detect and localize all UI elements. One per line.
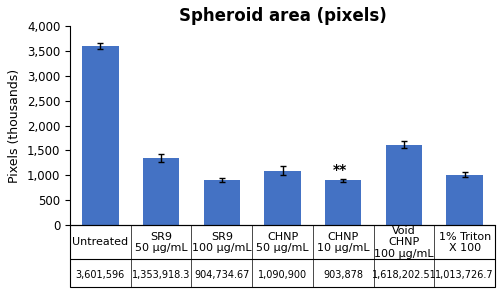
Bar [264, 171, 300, 225]
Title: Spheroid area (pixels): Spheroid area (pixels) [178, 7, 386, 25]
Text: **: ** [333, 163, 347, 177]
Y-axis label: Pixels (thousands): Pixels (thousands) [8, 68, 22, 183]
Text: 1,090,900: 1,090,900 [258, 270, 307, 280]
Bar [82, 46, 118, 225]
Text: Void
CHNP
100 μg/mL: Void CHNP 100 μg/mL [374, 226, 434, 259]
Text: 1% Triton
X 100: 1% Triton X 100 [438, 231, 491, 253]
Text: CHNP
50 μg/mL: CHNP 50 μg/mL [256, 231, 309, 253]
Text: 1,013,726.7: 1,013,726.7 [436, 270, 494, 280]
Bar [204, 180, 240, 225]
Text: 1,618,202.51: 1,618,202.51 [372, 270, 436, 280]
Text: 904,734.67: 904,734.67 [194, 270, 250, 280]
Bar [446, 175, 483, 225]
Text: 903,878: 903,878 [323, 270, 363, 280]
Text: 1,353,918.3: 1,353,918.3 [132, 270, 190, 280]
Text: Untreated: Untreated [72, 237, 128, 247]
Bar [325, 180, 362, 225]
Bar [386, 144, 422, 225]
Bar [143, 158, 180, 225]
Text: 3,601,596: 3,601,596 [76, 270, 125, 280]
Text: CHNP
10 μg/mL: CHNP 10 μg/mL [317, 231, 370, 253]
Text: SR9
100 μg/mL: SR9 100 μg/mL [192, 231, 252, 253]
Text: SR9
50 μg/mL: SR9 50 μg/mL [135, 231, 188, 253]
